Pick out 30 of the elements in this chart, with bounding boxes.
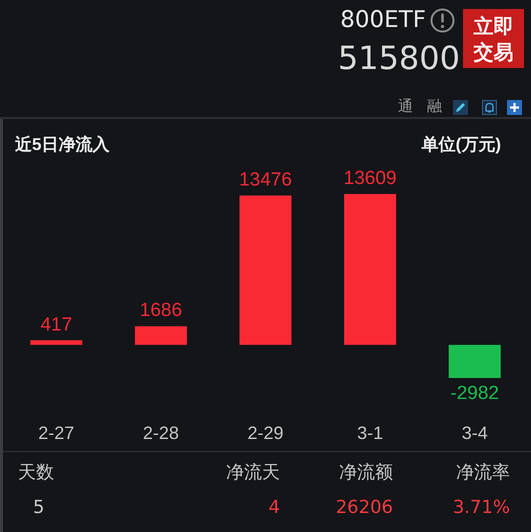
text: 515800 — [338, 39, 460, 77]
chart-title: 近5日净流入 — [14, 135, 110, 154]
trade-button: 立即交易 — [463, 9, 524, 68]
data-label: 13476 — [239, 169, 292, 190]
x-tick-label: 3-4 — [462, 423, 488, 443]
data-label: 417 — [40, 314, 72, 336]
data-label: 1686 — [140, 300, 182, 322]
bar — [134, 326, 187, 345]
text: 3.71% — [452, 497, 510, 518]
data-label: -2982 — [450, 383, 500, 404]
text: 融 — [427, 97, 442, 115]
text: 净流天 — [226, 462, 280, 483]
x-tick-label: 2-28 — [142, 423, 179, 443]
text: 净流率 — [456, 462, 510, 483]
text: 26206 — [336, 497, 393, 518]
data-label: 13609 — [344, 168, 397, 189]
text: 净流额 — [339, 462, 393, 483]
bar — [240, 195, 292, 345]
text: 800ETF — [340, 7, 426, 33]
bar — [30, 340, 82, 345]
x-tick-label: 3-1 — [357, 423, 384, 443]
text: 4 — [268, 497, 280, 518]
text: 5 — [33, 497, 44, 518]
bar — [448, 344, 501, 378]
bar — [344, 194, 396, 345]
y-axis-title: 单位(万元) — [420, 135, 502, 154]
x-tick-label: 2-29 — [247, 423, 284, 443]
text: 通 — [398, 97, 413, 115]
x-tick-label: 2-27 — [38, 423, 74, 443]
text: 天数 — [18, 462, 54, 483]
